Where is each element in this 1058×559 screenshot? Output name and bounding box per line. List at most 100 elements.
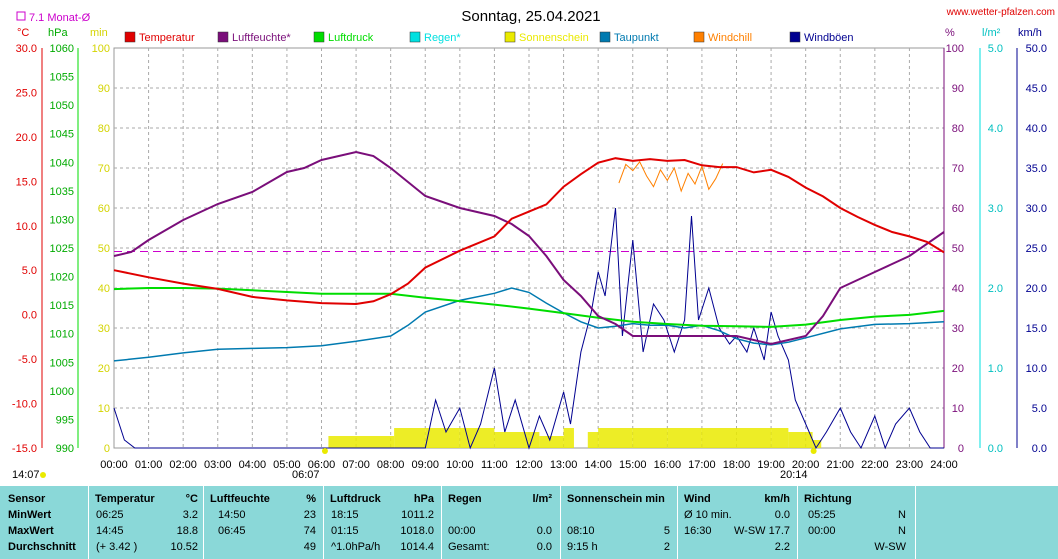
stats-sunshine-value: 2	[663, 541, 670, 553]
temperature-tick-label: -5.0	[18, 354, 37, 366]
unit-rain: l/m²	[982, 27, 1001, 39]
legend: Temperatur Luftfeuchte* Luftdruck Regen* Son…	[124, 31, 854, 44]
sunshine-bar	[788, 432, 813, 448]
x-tick-label: 21:00	[826, 459, 854, 471]
humidity-line	[113, 150, 945, 346]
stats-header-wind: Wind	[684, 493, 711, 505]
x-tick-label: 14:00	[584, 459, 612, 471]
x-tick-label: 23:00	[896, 459, 924, 471]
stats-header-pressure: Luftdruck	[330, 493, 381, 505]
chart-title: Sonntag, 25.04.2021	[461, 8, 600, 25]
pressure-tick-label: 1040	[50, 157, 74, 169]
temperature-tick-label: 0.0	[22, 310, 37, 322]
dewpoint-line	[113, 287, 945, 362]
legend-label: Windböen	[804, 32, 854, 44]
sunshine-tick-label: 0	[104, 443, 110, 455]
x-tick-label: 15:00	[619, 459, 647, 471]
legend-label: Windchill	[708, 32, 752, 44]
sunshine-tick-label: 20	[98, 363, 110, 375]
labels-layer: Sonntag, 25.04.2021 www.wetter-pfalzen.c…	[12, 7, 1055, 481]
unit-wind: km/h	[1018, 27, 1042, 39]
unit-sunshine: min	[90, 27, 108, 39]
x-tick-label: 00:00	[100, 459, 128, 471]
stats-divider	[677, 486, 678, 559]
wind-tick-label: 45.0	[1026, 83, 1047, 95]
stats-header-pressure-unit: hPa	[413, 493, 434, 505]
x-tick-label: 08:00	[377, 459, 405, 471]
stats-header-rain: Regen	[448, 493, 482, 505]
stats-direction-value: N	[898, 509, 906, 521]
stats-header-rain-unit: l/m²	[532, 493, 552, 505]
sunrise-time: 06:07	[292, 469, 320, 481]
temperature-tick-label: 10.0	[16, 221, 37, 233]
stats-rain-value: 0.0	[536, 541, 552, 553]
legend-swatch	[217, 31, 229, 43]
monthly-avg-label: 7.1 Monat-Ø	[29, 12, 91, 24]
stats-direction-time: 05:25	[808, 509, 836, 521]
unit-pressure: hPa	[48, 27, 68, 39]
temperature-tick-label: -15.0	[12, 443, 37, 455]
x-tick-label: 04:00	[239, 459, 267, 471]
axes: 00:00 01:00 02:00 03:00 04:00 05:00 06:00 07:00…	[12, 43, 1047, 471]
x-tick-label: 03:00	[204, 459, 232, 471]
sunshine-tick-label: 30	[98, 323, 110, 335]
wind-tick-label: 40.0	[1026, 123, 1047, 135]
humidity-tick-label: 60	[952, 203, 964, 215]
stats-sunshine-value: 5	[663, 525, 670, 537]
current-time-marker	[40, 472, 46, 478]
stats-sunshine-time: 9:15 h	[567, 541, 598, 553]
site-link[interactable]: www.wetter-pfalzen.com	[946, 7, 1055, 18]
humidity-tick-label: 40	[952, 283, 964, 295]
wind-tick-label: 0.0	[1032, 443, 1047, 455]
humidity-tick-label: 70	[952, 163, 964, 175]
stats-wind-value: W-SW 17.7	[733, 525, 790, 537]
x-tick-label: 05:00	[273, 459, 301, 471]
rain-tick-label: 0.0	[988, 443, 1003, 455]
x-tick-label: 02:00	[169, 459, 197, 471]
stats-temp-time: 14:45	[96, 525, 124, 537]
sunshine-bar	[563, 428, 574, 448]
pressure-tick-label: 1010	[50, 329, 74, 341]
x-tick-label: 06:00	[308, 459, 336, 471]
weather-chart: 00:00 01:00 02:00 03:00 04:00 05:00 06:00 07:00…	[11, 7, 1055, 481]
stats-header-temperature-unit: °C	[185, 493, 198, 505]
stats-temp-value: 3.2	[182, 509, 198, 521]
stats-rain-value: 0.0	[536, 525, 552, 537]
legend-label: Luftdruck	[328, 32, 374, 44]
rain-tick-label: 5.0	[988, 43, 1003, 55]
temperature-tick-label: 15.0	[16, 176, 37, 188]
stats-header-sunshine: Sonnenschein min	[567, 493, 665, 505]
sunshine-tick-label: 50	[98, 243, 110, 255]
temperature-tick-label: 20.0	[16, 132, 37, 144]
stats-temp-value: 18.8	[176, 525, 198, 537]
stats-pressure-time: 01:15	[331, 525, 359, 537]
stats-row-label: MinWert	[8, 509, 52, 521]
pressure-tick-label: 1020	[50, 272, 74, 284]
stats-header-humidity: Luftfeuchte	[210, 493, 270, 505]
legend-swatch	[693, 31, 705, 43]
wind-tick-label: 15.0	[1026, 323, 1047, 335]
sunshine-bar	[494, 432, 529, 448]
sunshine-tick-label: 90	[98, 83, 110, 95]
legend-swatch	[599, 31, 611, 43]
pressure-tick-label: 990	[56, 443, 74, 455]
humidity-tick-label: 10	[952, 403, 964, 415]
stats-direction-value: N	[898, 525, 906, 537]
x-tick-label: 07:00	[342, 459, 370, 471]
x-tick-label: 16:00	[654, 459, 682, 471]
legend-label: Regen*	[424, 32, 461, 44]
legend-swatch	[313, 31, 325, 43]
stats-direction-time: 00:00	[808, 525, 836, 537]
sunrise-marker	[321, 448, 328, 454]
pressure-tick-label: 995	[56, 414, 74, 426]
legend-swatch	[789, 31, 801, 43]
pressure-tick-label: 1015	[50, 300, 74, 312]
stats-divider	[441, 486, 442, 559]
stats-humidity-value: 23	[303, 509, 316, 521]
stats-wind-time: 16:30	[684, 525, 712, 537]
statistics-table: Sensor Temperatur °C Luftfeuchte% Luftdruck h…	[0, 486, 1058, 559]
sunshine-bar	[771, 428, 789, 448]
stats-pressure-time: 18:15	[331, 509, 359, 521]
pressure-tick-label: 1045	[50, 129, 74, 141]
stats-wind-value: 0.0	[774, 509, 790, 521]
